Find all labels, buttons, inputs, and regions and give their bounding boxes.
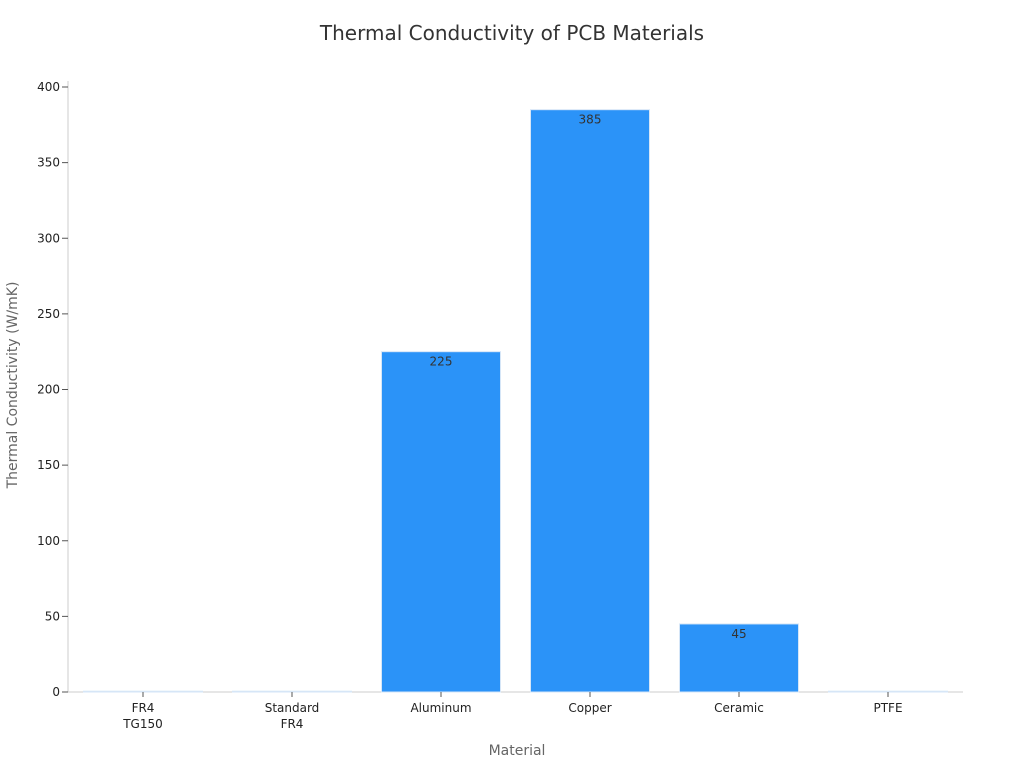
y-tick-label: 0: [52, 685, 60, 699]
x-tick-label: TG150: [122, 717, 163, 731]
x-tick-label: Standard: [265, 701, 320, 715]
x-tick-label: PTFE: [873, 701, 902, 715]
bar: [83, 690, 203, 693]
y-tick-label: 350: [37, 156, 60, 170]
bar-value-label: 45: [731, 627, 746, 641]
chart-title: Thermal Conductivity of PCB Materials: [319, 21, 704, 45]
y-axis-title: Thermal Conductivity (W/mK): [5, 282, 21, 490]
x-tick-label: FR4: [281, 717, 304, 731]
y-tick-label: 200: [37, 383, 60, 397]
x-tick-label: Ceramic: [714, 701, 764, 715]
x-tick-label: FR4: [132, 701, 155, 715]
bar-value-label: 385: [579, 113, 602, 127]
x-tick-label: Aluminum: [410, 701, 471, 715]
y-tick-label: 150: [37, 458, 60, 472]
bar: [679, 623, 799, 693]
bar: [530, 109, 650, 693]
x-axis-title: Material: [489, 743, 546, 759]
plot-area: 0 50 100 150 200 250 300 350 400 FR4 TG150 Standard…: [37, 80, 963, 731]
bar: [381, 351, 501, 693]
y-tick-label: 100: [37, 534, 60, 548]
bar-value-label: 225: [430, 355, 453, 369]
y-tick-label: 300: [37, 231, 60, 245]
y-tick-label: 400: [37, 80, 60, 94]
bar: [232, 690, 352, 693]
y-tick-label: 250: [37, 307, 60, 321]
y-tick-label: 50: [45, 609, 60, 623]
bar: [828, 690, 948, 693]
x-tick-label: Copper: [568, 701, 611, 715]
